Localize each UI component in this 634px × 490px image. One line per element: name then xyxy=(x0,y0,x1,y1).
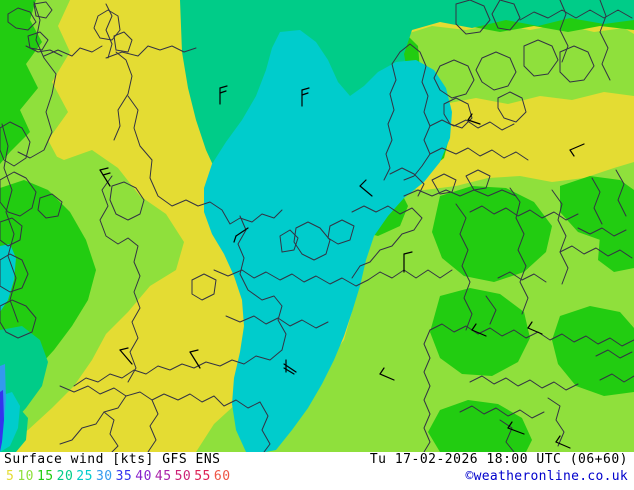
wind-barb xyxy=(233,227,249,243)
wind-barb xyxy=(467,113,481,125)
legend-level-5: 5 xyxy=(6,469,15,484)
wind-barb xyxy=(403,251,413,273)
wind-barb xyxy=(301,87,310,107)
map-canvas xyxy=(0,0,634,452)
wind-barb xyxy=(471,323,487,337)
wind-barb xyxy=(379,367,395,381)
legend-level-15: 15 xyxy=(36,469,54,484)
legend-level-45: 45 xyxy=(154,469,172,484)
legend-level-40: 40 xyxy=(135,469,152,484)
coastlines xyxy=(0,0,634,452)
legend-level-50: 50 xyxy=(174,469,192,484)
map-title: Surface wind [kts] GFS ENS xyxy=(4,452,221,467)
legend-level-35: 35 xyxy=(115,469,133,484)
wind-barb xyxy=(569,143,585,157)
wind-barb xyxy=(189,349,201,369)
legend-level-30: 30 xyxy=(95,469,113,484)
map-valid-time: Tu 17-02-2026 18:00 UTC (06+60) xyxy=(369,452,628,467)
wind-barb xyxy=(283,359,297,375)
wind-barb xyxy=(359,179,373,197)
wind-barb xyxy=(119,347,133,365)
map-footer: Surface wind [kts] GFS ENS Tu 17-02-2026… xyxy=(0,452,634,490)
legend-level-25: 25 xyxy=(76,469,93,484)
wind-barbs xyxy=(99,85,585,449)
legend-level-55: 55 xyxy=(194,469,211,484)
copyright-notice: ©weatheronline.co.uk xyxy=(465,469,628,484)
legend-level-10: 10 xyxy=(17,469,34,484)
wind-speed-legend[interactable]: 5 10 15 20 25 30 35 40 45 50 55 60 xyxy=(6,469,234,484)
legend-level-60: 60 xyxy=(213,469,231,484)
surface-wind-map[interactable] xyxy=(0,0,634,452)
wind-barb xyxy=(219,85,228,105)
wind-barb xyxy=(99,167,111,187)
wind-band-35kts xyxy=(0,390,4,452)
legend-level-20: 20 xyxy=(56,469,74,484)
wind-barb xyxy=(527,321,543,335)
wind-barb xyxy=(507,421,525,435)
wind-barb xyxy=(555,435,571,449)
